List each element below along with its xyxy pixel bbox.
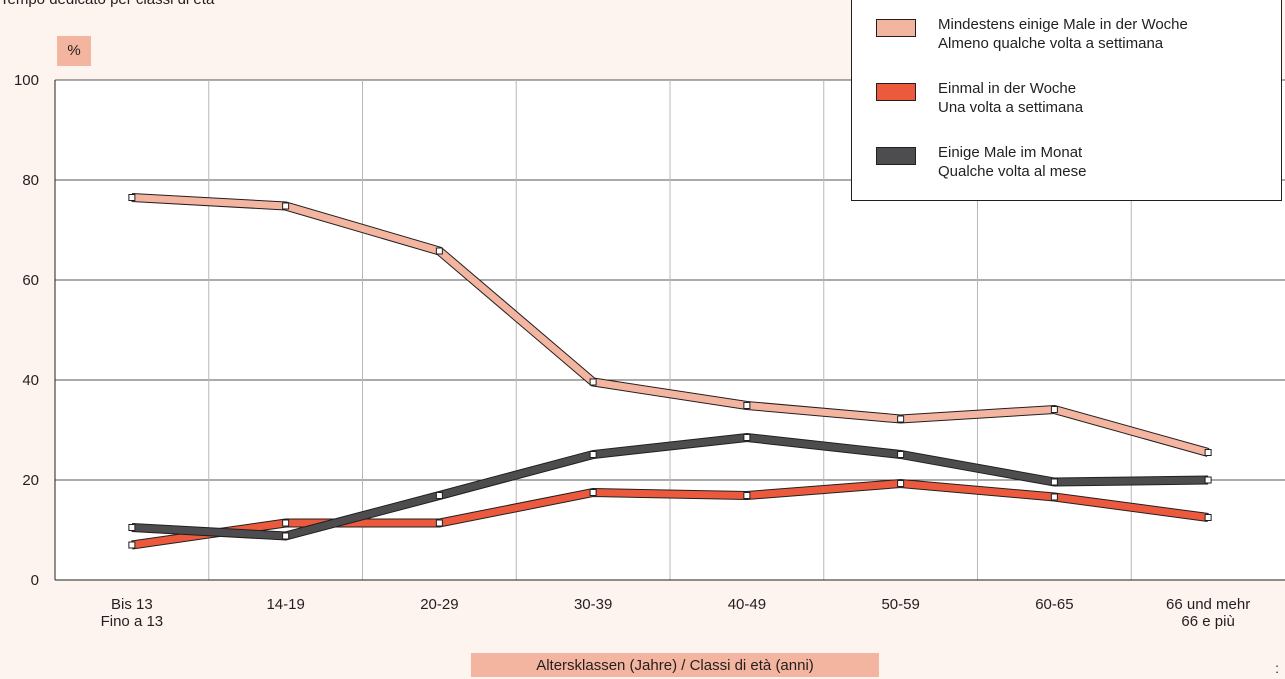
legend-swatch [876,147,916,165]
legend-label-de: Mindestens einige Male in der Woche [938,16,1188,33]
data-point [128,541,136,549]
data-point [282,519,290,527]
data-point [743,434,751,441]
legend-label-it: Qualche volta al mese [938,163,1087,180]
data-point [589,451,597,458]
data-point [743,492,751,499]
data-point [1050,406,1058,413]
data-point [435,519,443,527]
x-tick-label: 66 und mehr 66 e più [1166,596,1250,630]
x-tick-label: 60-65 [1035,596,1073,613]
legend-item-monthly-several: Einige Male im Monat Qualche volta al me… [876,143,1086,181]
data-point [897,480,905,487]
legend-label-de: Einmal in der Woche [938,80,1077,97]
data-point [1050,478,1058,486]
legend-swatch [876,19,916,37]
data-point [1204,514,1212,521]
y-tick-label: 80 [22,172,39,189]
x-tick-labels: Bis 13 Fino a 13 14-19 20-29 30-39 40-49 50-59… [101,596,1251,630]
data-point [589,489,597,496]
y-tick-label: 20 [22,472,39,489]
corner-mark: : [1275,660,1279,676]
data-point [743,402,751,409]
data-point [435,492,443,499]
legend-item-weekly-once: Einmal in der Woche Una volta a settiman… [876,79,1083,117]
series-markers [128,194,1212,549]
y-tick-label: 100 [14,72,39,89]
data-point [435,247,443,255]
x-tick-label: 50-59 [881,596,919,613]
y-tick-label: 60 [22,272,39,289]
x-tick-label: 20-29 [420,596,458,613]
x-tick-label: Bis 13 Fino a 13 [101,596,164,630]
data-point [128,524,136,531]
data-point [897,415,905,423]
chart-legend: Mindestens einige Male in der Woche Alme… [851,0,1282,201]
data-point [282,202,290,210]
x-tick-label: 40-49 [728,596,766,613]
x-axis-label: Altersklassen (Jahre) / Classi di età (a… [471,653,879,677]
data-point [1050,493,1058,501]
y-axis-label: % [57,36,91,66]
data-point [1204,476,1212,484]
data-point [128,194,136,201]
series-line [131,194,1210,456]
x-tick-label: 14-19 [266,596,304,613]
legend-label-it: Una volta a settimana [938,99,1084,116]
data-point [1204,449,1212,456]
data-point [282,532,290,540]
series-lines [131,193,1210,550]
chart-title-partial: Tempo dedicato per classi di età [0,0,214,8]
x-tick-label: 30-39 [574,596,612,613]
y-tick-labels: 0 20 40 60 80 100 [14,72,39,589]
y-tick-label: 0 [31,572,39,589]
legend-item-weekly-several: Mindestens einige Male in der Woche Alme… [876,15,1188,53]
data-point [897,451,905,458]
legend-label-de: Einige Male im Monat [938,144,1083,161]
data-point [589,378,597,386]
legend-swatch [876,83,916,101]
y-tick-label: 40 [22,372,39,389]
series-line [131,479,1209,549]
legend-label-it: Almeno qualche volta a settimana [938,35,1164,52]
series-line [131,433,1209,540]
